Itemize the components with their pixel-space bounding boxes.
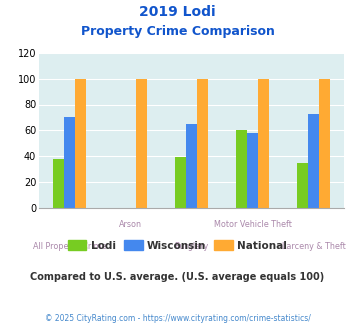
Text: Property Crime Comparison: Property Crime Comparison [81, 25, 274, 38]
Bar [186, 124, 197, 208]
Bar [247, 133, 258, 208]
Bar [197, 79, 208, 208]
Bar [297, 163, 308, 208]
Text: Burglary: Burglary [175, 242, 209, 251]
Text: Compared to U.S. average. (U.S. average equals 100): Compared to U.S. average. (U.S. average … [31, 272, 324, 282]
Bar [75, 79, 86, 208]
Text: Arson: Arson [119, 220, 142, 229]
Bar [64, 117, 75, 208]
Legend: Lodi, Wisconsin, National: Lodi, Wisconsin, National [64, 236, 291, 255]
Bar [175, 157, 186, 208]
Bar [320, 79, 331, 208]
Bar [136, 79, 147, 208]
Bar [53, 159, 64, 208]
Bar [308, 114, 320, 208]
Text: 2019 Lodi: 2019 Lodi [139, 5, 216, 19]
Text: Larceny & Theft: Larceny & Theft [282, 242, 346, 251]
Text: © 2025 CityRating.com - https://www.cityrating.com/crime-statistics/: © 2025 CityRating.com - https://www.city… [45, 314, 310, 323]
Text: Motor Vehicle Theft: Motor Vehicle Theft [214, 220, 292, 229]
Bar [236, 130, 247, 208]
Bar [258, 79, 269, 208]
Text: All Property Crime: All Property Crime [33, 242, 106, 251]
